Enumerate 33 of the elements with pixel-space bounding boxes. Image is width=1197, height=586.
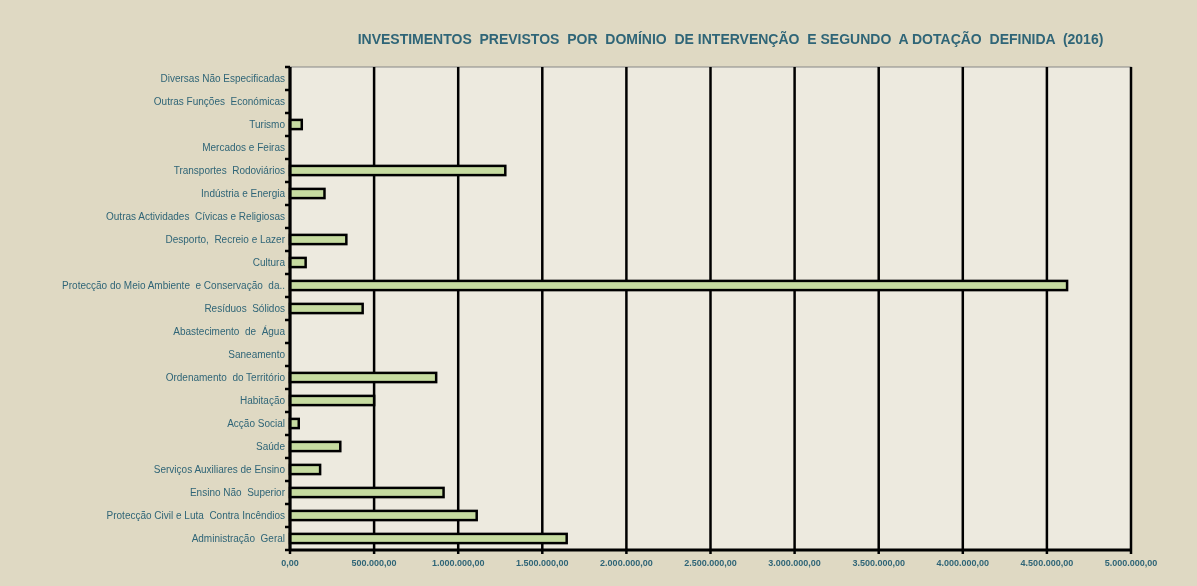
y-tick-label: Protecção do Meio Ambiente e Conservação da..	[62, 280, 285, 291]
y-tick-label: Desporto, Recreio e Lazer	[165, 234, 286, 245]
y-tick-label: Ensino Não Superior	[189, 487, 286, 498]
x-tick-label: 3.000.000,00	[768, 558, 821, 568]
x-tick-label: 2.500.000,00	[684, 558, 737, 568]
x-tick-label: 1.000.000,00	[431, 558, 485, 568]
x-tick-label: 1.500.000,00	[516, 558, 569, 568]
y-tick-label: Transportes Rodoviários	[173, 165, 285, 176]
y-tick-label: Saúde	[256, 441, 286, 452]
x-tick-label: 500.000,00	[351, 558, 397, 568]
y-tick-label: Abastecimento de Água	[173, 325, 286, 337]
y-tick-label: Serviços Auxiliares de Ensino	[153, 464, 286, 475]
y-tick-label: Diversas Não Especificadas	[160, 73, 285, 84]
y-tick-label: Turismo	[249, 119, 286, 130]
x-tick-label: 4.000.000,00	[936, 558, 990, 568]
chart-title: INVESTIMENTOS PREVISTOS POR DOMÍNIO DE INTERVENÇÃO E SEGUNDO A DOTAÇÃO DEFINIDA (2016)	[357, 30, 1104, 47]
x-tick-label: 0,00	[281, 558, 299, 568]
x-tick-label: 4.500.000,00	[1020, 558, 1074, 568]
y-tick-label: Indústria e Energia	[201, 188, 286, 199]
x-tick-label: 5.000.000,00	[1104, 558, 1158, 568]
y-tick-label: Saneamento	[228, 349, 286, 360]
y-tick-label: Ordenamento do Território	[165, 372, 286, 383]
x-tick-label: 2.000.000,00	[600, 558, 653, 568]
y-tick-label: Outras Funções Económicas	[153, 96, 285, 107]
x-tick-label: 3.500.000,00	[852, 558, 905, 568]
y-tick-label: Outras Actividades Cívicas e Religiosas	[106, 211, 285, 222]
y-tick-label: Resíduos Sólidos	[204, 303, 285, 314]
y-tick-label: Cultura	[252, 257, 286, 268]
y-tick-label: Mercados e Feiras	[202, 142, 285, 153]
y-tick-label: Habitação	[239, 395, 286, 406]
y-tick-label: Acção Social	[227, 418, 285, 429]
y-tick-label: Protecção Civil e Luta Contra Incêndios	[106, 510, 285, 521]
y-tick-label: Administração Geral	[191, 533, 285, 544]
